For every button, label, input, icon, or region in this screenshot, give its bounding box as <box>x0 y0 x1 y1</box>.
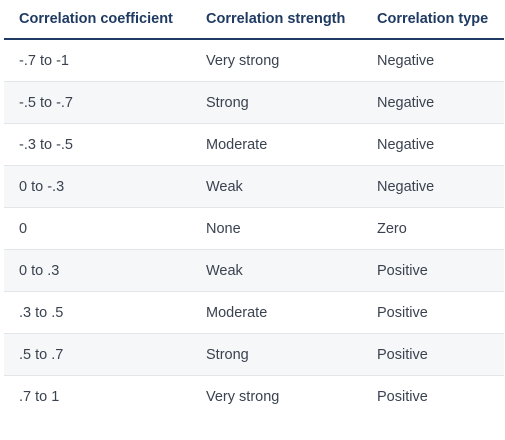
cell-strength: Strong <box>190 81 361 124</box>
table-row: 0 None Zero <box>4 207 504 250</box>
cell-coefficient: .7 to 1 <box>19 388 60 405</box>
table-row: -.3 to -.5 Moderate Negative <box>4 123 504 166</box>
cell-type: Negative <box>361 165 504 208</box>
cell-type: Negative <box>361 81 504 124</box>
cell-type: Positive <box>377 388 428 405</box>
cell-type: Positive <box>361 333 504 376</box>
cell-strength: Strong <box>190 333 361 376</box>
cell-strength: Weak <box>190 165 361 208</box>
table-row: .3 to .5 Moderate Positive <box>4 291 504 334</box>
table-header: Correlation coefficient Correlation stre… <box>4 0 504 40</box>
cell-coefficient: 0 to -.3 <box>4 165 190 208</box>
table-row: 0 to .3 Weak Positive <box>4 249 504 292</box>
header-row: Correlation coefficient Correlation stre… <box>4 0 504 40</box>
table-row: .5 to .7 Strong Positive <box>4 333 504 376</box>
cell-type: Negative <box>361 123 504 166</box>
cell-strength: Very strong <box>206 388 280 405</box>
cell-coefficient: -.5 to -.7 <box>4 81 190 124</box>
cell-type: Positive <box>361 249 504 292</box>
cell-strength: None <box>190 207 361 250</box>
cell-type: Zero <box>361 207 504 250</box>
cell-type: Negative <box>361 39 504 82</box>
correlation-table: Correlation coefficient Correlation stre… <box>4 0 504 417</box>
cell-coefficient: -.3 to -.5 <box>4 123 190 166</box>
header-correlation-coefficient: Correlation coefficient <box>4 0 190 40</box>
cell-type: Positive <box>361 291 504 334</box>
table-row: .7 to 1 Very strong Positive <box>4 376 504 418</box>
table-row: 0 to -.3 Weak Negative <box>4 165 504 208</box>
table-row: -.5 to -.7 Strong Negative <box>4 81 504 124</box>
header-correlation-type: Correlation type <box>361 0 504 40</box>
cell-coefficient: .5 to .7 <box>4 333 190 376</box>
cell-coefficient: -.7 to -1 <box>4 39 190 82</box>
cell-strength: Moderate <box>190 291 361 334</box>
cell-coefficient: .3 to .5 <box>4 291 190 334</box>
header-correlation-strength: Correlation strength <box>190 0 361 40</box>
cell-strength: Moderate <box>190 123 361 166</box>
cell-strength: Weak <box>190 249 361 292</box>
table-row: -.7 to -1 Very strong Negative <box>4 39 504 82</box>
table-body: -.7 to -1 Very strong Negative -.5 to -.… <box>4 39 504 417</box>
cell-strength: Very strong <box>190 39 361 82</box>
cell-coefficient: 0 to .3 <box>4 249 190 292</box>
cell-coefficient: 0 <box>4 207 190 250</box>
